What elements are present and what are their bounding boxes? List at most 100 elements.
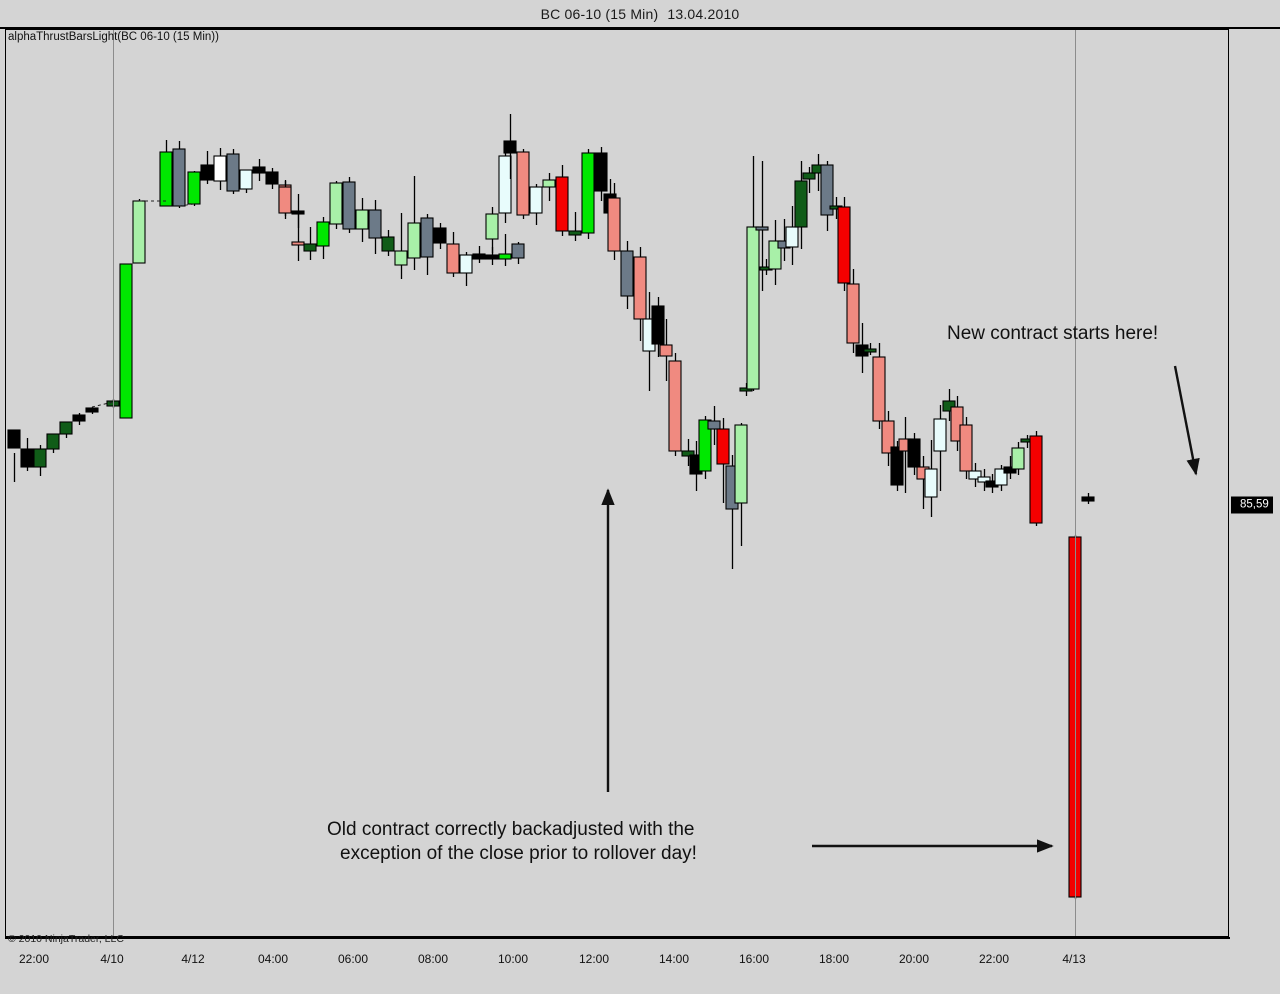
- candlestick-bar: [85, 407, 99, 414]
- title-date: 13.04.2010: [667, 5, 740, 22]
- candlestick-bar: [213, 148, 227, 190]
- candle-body: [594, 152, 608, 192]
- candle-body: [172, 148, 186, 207]
- candlestick-bar: [959, 417, 973, 479]
- candle-body: [872, 356, 886, 422]
- candle-body: [794, 180, 808, 228]
- candlestick-bar: [407, 176, 421, 270]
- candle-body: [620, 250, 634, 297]
- candle-body: [33, 448, 47, 468]
- candlestick-bar: [132, 199, 146, 264]
- candle-body: [802, 172, 816, 180]
- last-price-marker: 85,59: [1231, 496, 1273, 514]
- title-divider: [0, 27, 1280, 29]
- candlestick-bar: [846, 269, 860, 353]
- candlestick-bar: [303, 227, 317, 260]
- candlestick-bar: [607, 183, 621, 260]
- candlestick-bar: [172, 141, 186, 208]
- candle-body: [291, 241, 305, 246]
- time-axis-line: [5, 937, 1230, 939]
- copyright-notice: © 2010 NinjaTrader, LLC: [8, 933, 124, 945]
- candlestick-bar: [187, 171, 201, 206]
- candle-body: [968, 470, 982, 480]
- candle-body: [7, 429, 21, 449]
- candlestick-bar: [872, 343, 886, 429]
- candlestick-bar: [555, 165, 569, 236]
- candle-body: [303, 243, 317, 252]
- candlestick-bar: [46, 433, 60, 453]
- session-break-gridline: [1075, 30, 1076, 936]
- candlestick-bar: [503, 114, 517, 179]
- candle-body: [213, 155, 227, 182]
- candle-body: [568, 230, 582, 236]
- candlestick-bar: [316, 217, 330, 259]
- candle-body: [698, 419, 712, 472]
- time-tick-label: 06:00: [337, 952, 369, 966]
- candlestick-bar: [594, 147, 608, 201]
- candlestick-bar: [651, 297, 665, 357]
- candle-body: [716, 428, 730, 465]
- candlestick-bar: [1003, 456, 1017, 479]
- candle-body: [265, 171, 279, 185]
- candlestick-bar: [863, 343, 877, 355]
- candle-body: [846, 283, 860, 344]
- candlestick-bar: [1029, 431, 1043, 526]
- candlestick-bar: [420, 214, 434, 275]
- candlestick-bar: [785, 206, 799, 265]
- candlestick-bar: [498, 153, 512, 223]
- candle-body: [20, 448, 34, 468]
- candle-body: [420, 217, 434, 258]
- candle-body: [503, 140, 517, 154]
- candle-body: [485, 213, 499, 240]
- candlestick-bar: [485, 207, 499, 253]
- old-contract-note-line2: exception of the close prior to rollover…: [340, 843, 697, 864]
- time-tick-label: 22:00: [978, 952, 1010, 966]
- time-tick-label: 14:00: [658, 952, 690, 966]
- candle-body: [820, 164, 834, 216]
- candle-body: [977, 476, 991, 483]
- candle-body: [355, 209, 369, 230]
- candlestick-bar: [20, 438, 34, 471]
- candlestick-bar: [529, 184, 543, 225]
- candlestick-bar: [1081, 493, 1095, 504]
- candle-body: [651, 305, 665, 345]
- candlestick-bar: [698, 416, 712, 479]
- candlestick-bar: [581, 149, 595, 239]
- time-tick-label: 18:00: [818, 952, 850, 966]
- candlestick-bar: [200, 151, 214, 184]
- candlestick-bar: [746, 156, 760, 391]
- time-tick-label: 22:00: [18, 952, 50, 966]
- candlestick-bar: [707, 406, 721, 445]
- candle-body: [924, 468, 938, 498]
- candlestick-bar: [794, 161, 808, 249]
- candle-body: [85, 407, 99, 413]
- candlestick-bar: [933, 405, 947, 491]
- candle-body: [863, 348, 877, 353]
- candlestick-bar: [226, 149, 240, 194]
- candlestick-bar: [72, 413, 86, 425]
- candlestick-bar: [768, 220, 782, 285]
- candle-body: [529, 186, 543, 214]
- candlestick-bar: [33, 445, 47, 476]
- chart-panel[interactable]: [5, 29, 1229, 937]
- time-tick-label: 4/12: [181, 952, 205, 966]
- time-tick-label: 4/13: [1062, 952, 1086, 966]
- candlestick-bar: [368, 200, 382, 254]
- candle-body: [446, 243, 460, 274]
- candle-body: [633, 256, 647, 320]
- indicator-label: alphaThrustBarsLight(BC 06-10 (15 Min)): [8, 31, 219, 43]
- candle-body: [187, 171, 201, 205]
- candle-body: [933, 418, 947, 452]
- chart-plot-area[interactable]: [6, 30, 1228, 936]
- candle-body: [472, 253, 486, 260]
- candlestick-bar: [802, 167, 816, 193]
- time-tick-label: 12:00: [578, 952, 610, 966]
- price-axis[interactable]: 86,8086,7086,6086,5086,4086,3086,2086,10…: [1229, 29, 1280, 937]
- time-tick-label: 4/10: [100, 952, 124, 966]
- candlestick-series: [7, 114, 1095, 899]
- old-contract-note-line1: Old contract correctly backadjusted with…: [327, 819, 695, 840]
- session-break-gridline: [113, 30, 114, 936]
- candle-body: [511, 243, 525, 259]
- candle-body: [342, 181, 356, 230]
